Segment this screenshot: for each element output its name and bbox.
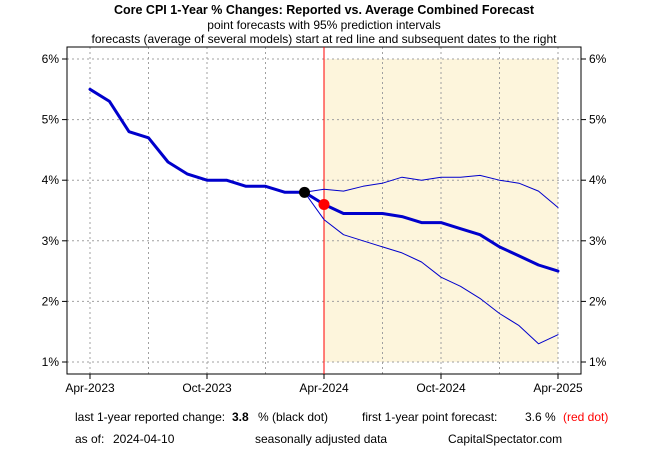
forecast-band (324, 59, 558, 362)
chart-subtitle-2: forecasts (average of several models) st… (91, 32, 557, 46)
y-tick-label-left: 5% (42, 113, 60, 127)
forecast-value: 3.6 % (525, 410, 556, 424)
x-tick-label: Apr-2023 (65, 381, 115, 395)
y-tick-label-left: 3% (42, 234, 60, 248)
y-tick-label-left: 6% (42, 52, 60, 66)
y-tick-label-right: 5% (589, 113, 607, 127)
forecast-dot (318, 198, 330, 210)
y-tick-label-right: 2% (589, 294, 607, 308)
y-tick-label-left: 2% (42, 294, 60, 308)
forecast-suffix: (red dot) (563, 410, 609, 424)
source-label: CapitalSpectator.com (448, 432, 563, 446)
reported-value: 3.8 (232, 410, 249, 424)
x-tick-label: Apr-2024 (299, 381, 349, 395)
y-tick-label-left: 1% (42, 355, 60, 369)
y-tick-label-right: 6% (589, 52, 607, 66)
x-tick-label: Oct-2023 (182, 381, 232, 395)
series-line-reported (88, 87, 306, 194)
asof-value: 2024-04-10 (113, 432, 175, 446)
axis-ticks (62, 58, 586, 379)
reported-dot (299, 186, 310, 198)
series-line-upper-95 (304, 174, 559, 208)
series-line-forecast (303, 190, 560, 273)
markers (299, 186, 330, 210)
forecast-label: first 1-year point forecast: (362, 410, 498, 424)
x-tick-label: Apr-2025 (533, 381, 583, 395)
y-tick-label-right: 3% (589, 234, 607, 248)
tick-labels: 6% 6% 5% 5% 4% 4% 3% 3% 2% 2% 1% 1% Apr-2023 Oct-2023… (42, 52, 607, 395)
series-lines (88, 87, 560, 345)
chart-subtitle-1: point forecasts with 95% prediction inte… (207, 18, 441, 32)
seasonal-note: seasonally adjusted data (255, 432, 388, 446)
y-tick-label-right: 1% (589, 355, 607, 369)
reported-suffix: % (black dot) (258, 410, 329, 424)
chart-title: Core CPI 1-Year % Changes: Reported vs. … (113, 3, 535, 17)
y-tick-label-left: 4% (42, 173, 60, 187)
series-line-lower-95 (304, 191, 559, 345)
reported-label: last 1-year reported change: (75, 410, 226, 424)
asof-label: as of: (75, 432, 105, 446)
y-tick-label-right: 4% (589, 173, 607, 187)
x-tick-label: Oct-2024 (416, 381, 466, 395)
